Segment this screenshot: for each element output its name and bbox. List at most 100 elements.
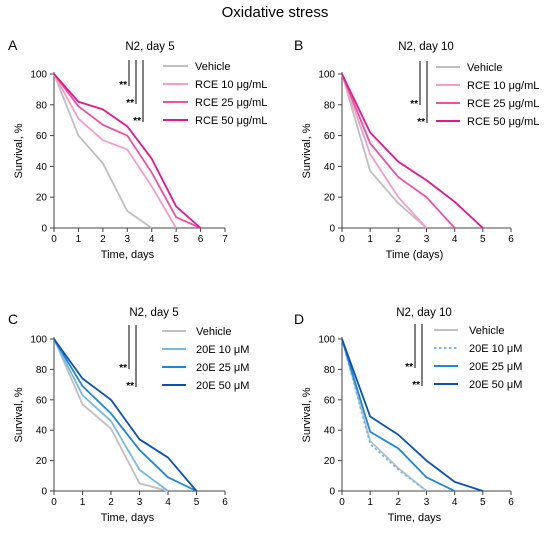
x-tick-label: 3 [125, 234, 131, 245]
y-tick-label: 60 [324, 395, 336, 406]
legend-label: 20E 10 μM [196, 344, 249, 356]
significance-marker: ** [410, 99, 418, 110]
x-axis-label: Time, days [101, 249, 155, 261]
x-tick-label: 4 [452, 497, 458, 508]
series-line [53, 73, 202, 229]
x-tick-label: 0 [51, 234, 57, 245]
series-line [53, 338, 169, 492]
x-tick-label: 5 [480, 234, 486, 245]
significance-marker: ** [405, 362, 413, 373]
y-tick-label: 0 [41, 487, 47, 498]
legend-label: Vehicle [196, 326, 231, 338]
significance-marker: ** [133, 116, 141, 127]
series-line [341, 73, 484, 229]
x-tick-label: 2 [396, 497, 402, 508]
series-line [341, 338, 428, 492]
series-line [341, 73, 428, 229]
legend-label: 20E 50 μM [196, 380, 249, 392]
y-tick-label: 40 [324, 162, 336, 173]
significance-marker: ** [126, 98, 134, 109]
panel-title: N2, day 5 [125, 41, 174, 53]
series-line [53, 73, 153, 229]
legend-label: Vehicle [467, 62, 502, 74]
x-tick-label: 3 [424, 497, 430, 508]
series-line [53, 338, 198, 492]
significance-marker: ** [119, 80, 127, 91]
legend-label: RCE 50 μg/mL [467, 116, 539, 128]
legend-label: 20E 25 μM [196, 362, 249, 374]
legend-label: Vehicle [195, 61, 230, 73]
y-tick-label: 60 [36, 395, 48, 406]
y-tick-label: 100 [30, 70, 47, 81]
x-tick-label: 7 [222, 234, 228, 245]
x-tick-label: 0 [339, 497, 345, 508]
y-tick-label: 0 [329, 487, 335, 498]
x-tick-label: 5 [173, 234, 179, 245]
series-line [341, 338, 484, 492]
series-line [53, 338, 169, 492]
y-tick-label: 80 [324, 100, 336, 111]
x-tick-label: 2 [100, 234, 106, 245]
x-tick-label: 1 [76, 234, 82, 245]
legend-label: Vehicle [469, 325, 504, 337]
series-line [341, 338, 428, 492]
x-tick-label: 6 [222, 497, 228, 508]
y-axis-label: Survival, % [301, 123, 313, 178]
series-line [53, 73, 177, 229]
y-tick-label: 80 [36, 100, 48, 111]
significance-marker: ** [119, 363, 127, 374]
series-line [341, 73, 456, 229]
y-tick-label: 80 [324, 365, 336, 376]
y-tick-label: 20 [36, 193, 48, 204]
x-tick-label: 5 [480, 497, 486, 508]
y-axis-label: Survival, % [13, 123, 25, 178]
y-tick-label: 40 [324, 426, 336, 437]
x-tick-label: 5 [194, 497, 200, 508]
series-line [53, 338, 197, 492]
legend-label: RCE 10 μg/mL [195, 79, 267, 91]
x-tick-label: 1 [367, 234, 373, 245]
legend-label: 20E 10 μM [469, 343, 522, 355]
figure-title: Oxidative stress [221, 4, 329, 21]
y-tick-label: 60 [324, 131, 336, 142]
series-line [341, 73, 428, 229]
y-tick-label: 100 [318, 70, 335, 81]
panel-title: N2, day 10 [398, 41, 454, 53]
x-tick-label: 6 [198, 234, 204, 245]
significance-marker: ** [412, 380, 420, 391]
legend-label: 20E 25 μM [469, 361, 522, 373]
legend-label: RCE 10 μg/mL [467, 80, 539, 92]
y-tick-label: 20 [36, 456, 48, 467]
y-tick-label: 20 [324, 193, 336, 204]
panel-label: D [294, 311, 304, 327]
legend-label: RCE 25 μg/mL [195, 97, 267, 109]
panel-label: B [294, 37, 303, 53]
legend-label: RCE 25 μg/mL [467, 98, 539, 110]
y-tick-label: 20 [324, 456, 336, 467]
x-tick-label: 3 [424, 234, 430, 245]
x-tick-label: 0 [51, 497, 57, 508]
y-tick-label: 0 [41, 224, 47, 235]
x-tick-label: 4 [165, 497, 171, 508]
y-axis-label: Survival, % [301, 387, 313, 442]
y-tick-label: 100 [30, 335, 47, 346]
x-tick-label: 6 [508, 497, 514, 508]
x-tick-label: 0 [339, 234, 345, 245]
series-line [53, 73, 201, 229]
x-tick-label: 4 [149, 234, 155, 245]
y-tick-label: 60 [36, 131, 48, 142]
x-tick-label: 6 [508, 234, 514, 245]
x-axis-label: Time, days [388, 512, 442, 524]
panel-title: N2, day 10 [396, 307, 452, 319]
y-tick-label: 40 [36, 426, 48, 437]
y-tick-label: 40 [36, 162, 48, 173]
x-tick-label: 1 [80, 497, 86, 508]
y-tick-label: 100 [318, 335, 335, 346]
x-axis-label: Time, days [101, 512, 155, 524]
legend-label: RCE 50 μg/mL [195, 115, 267, 127]
significance-marker: ** [417, 117, 425, 128]
y-axis-label: Survival, % [13, 387, 25, 442]
legend-label: 20E 50 μM [469, 379, 522, 391]
x-tick-label: 2 [108, 497, 114, 508]
